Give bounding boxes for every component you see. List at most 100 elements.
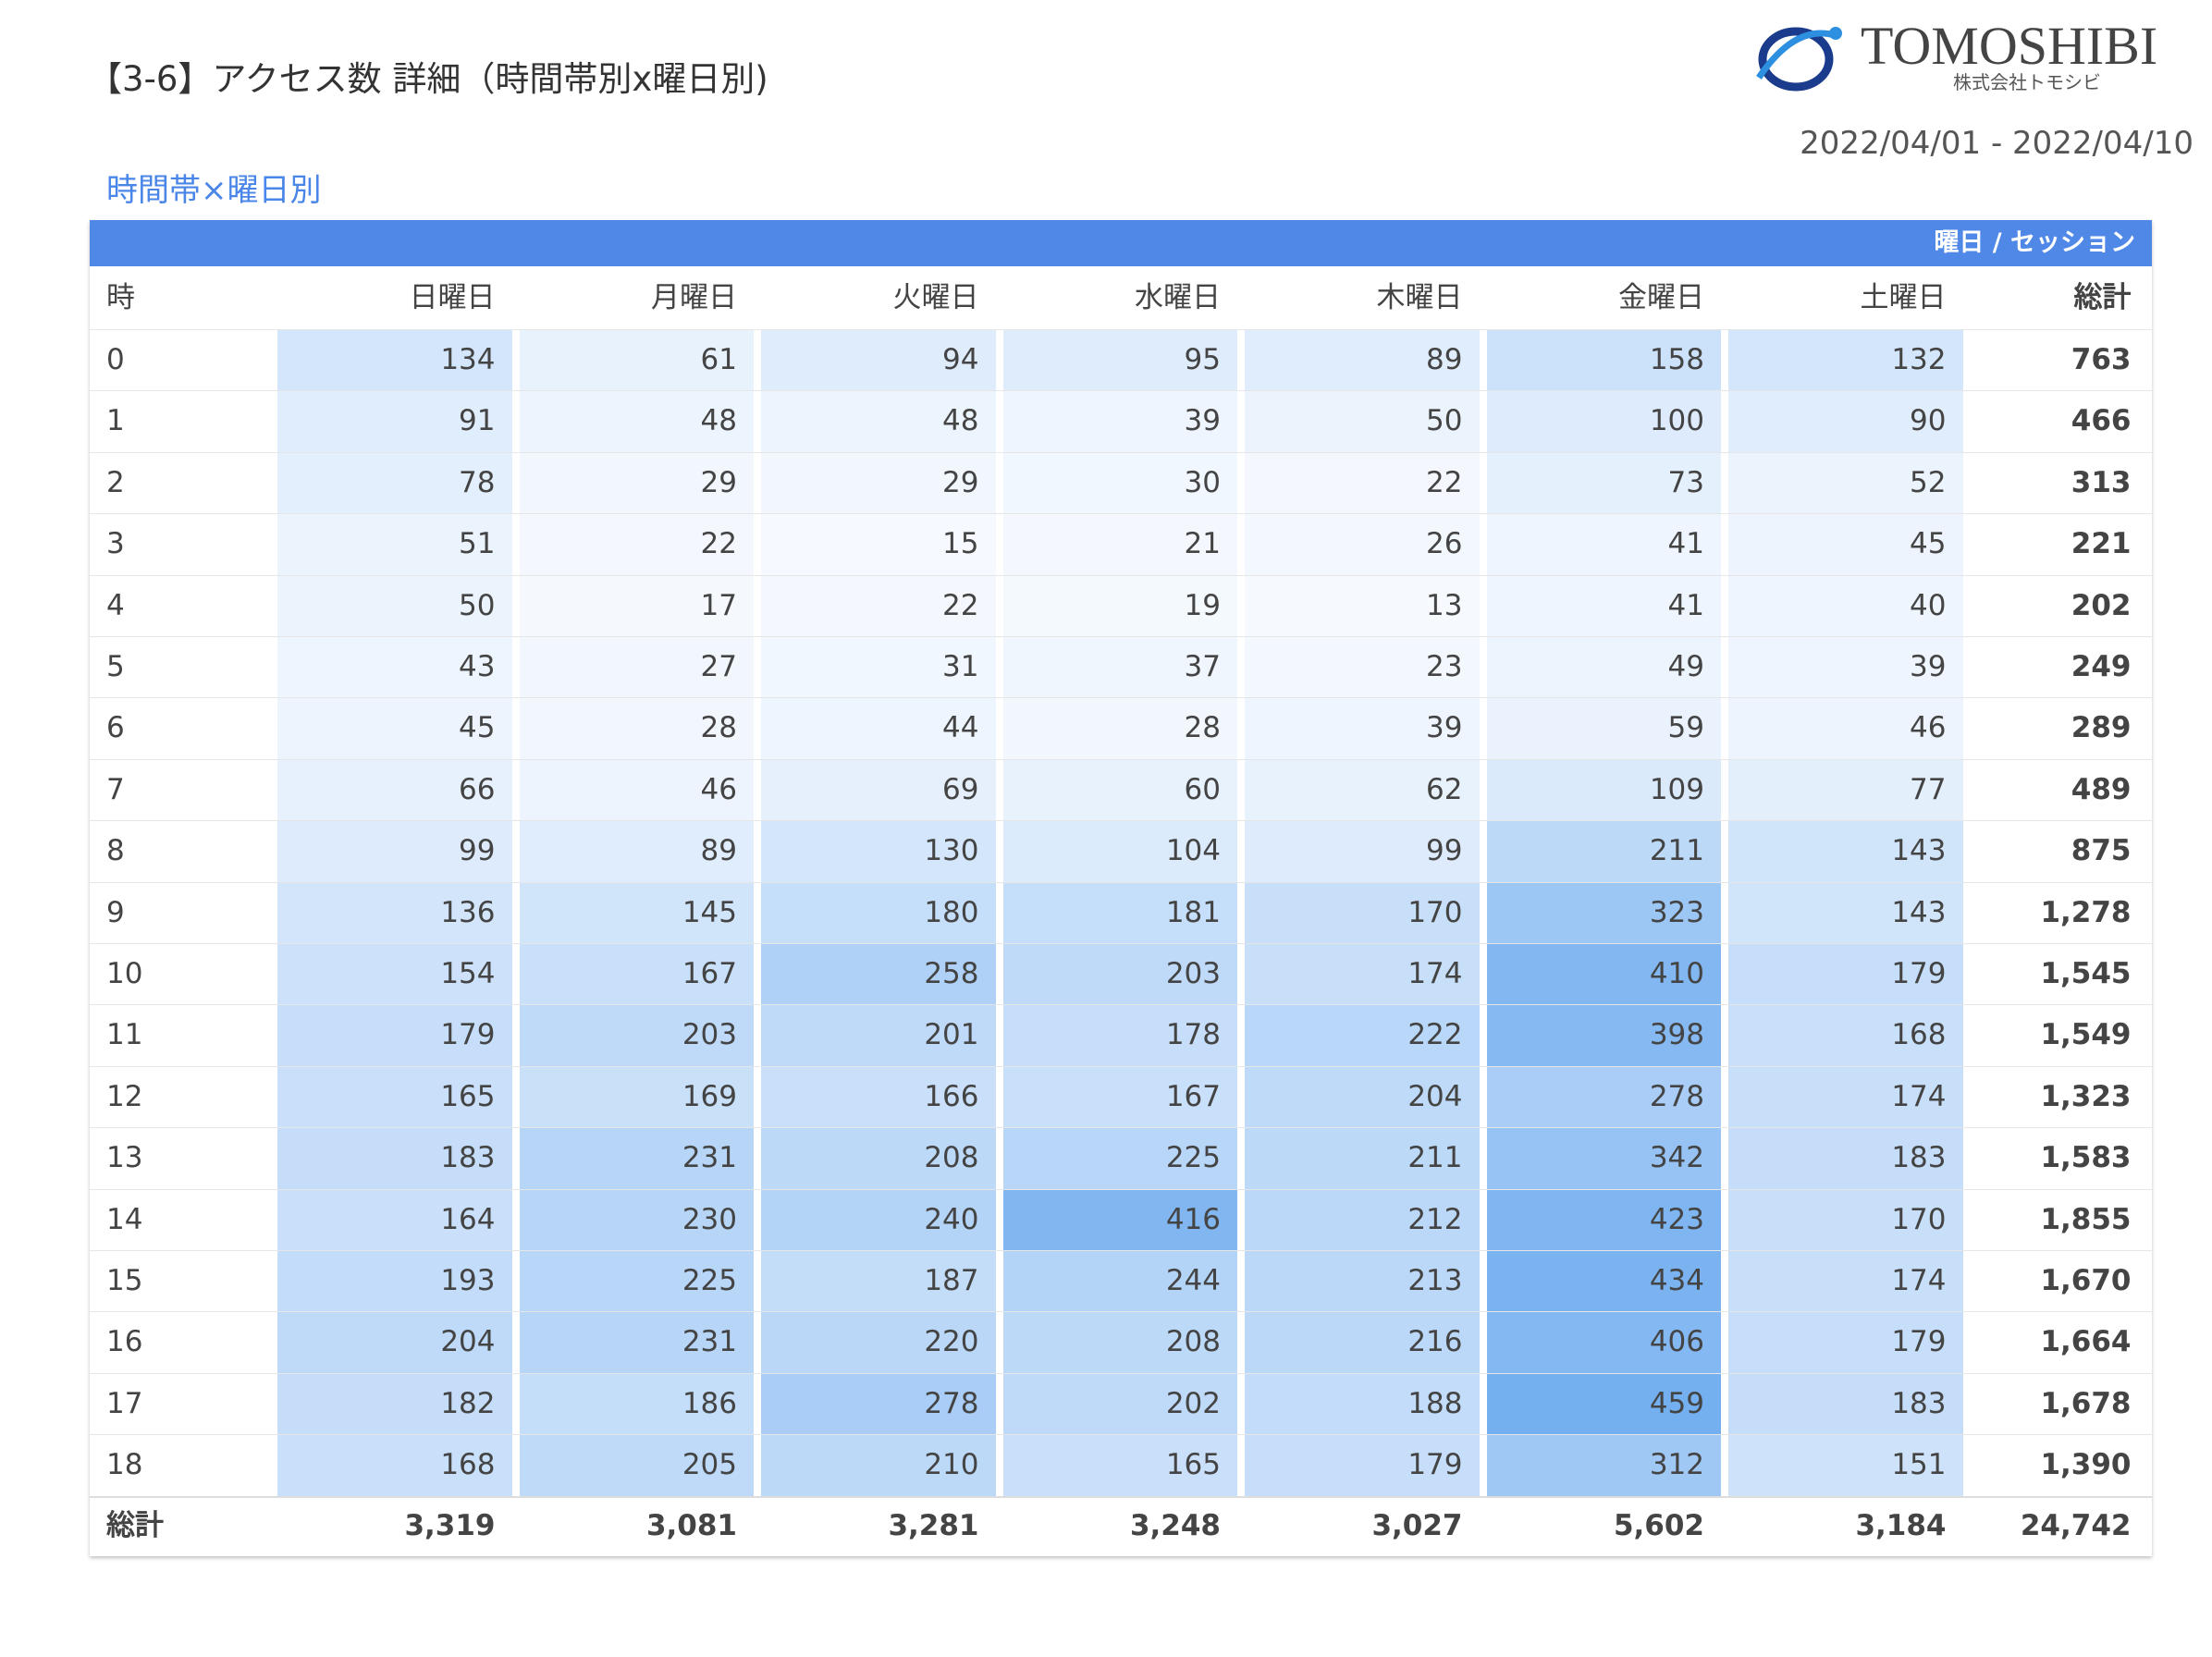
heat-cell: 201: [761, 1005, 996, 1066]
heat-cell: 60: [1002, 759, 1237, 821]
row-divider: [90, 1250, 2152, 1251]
hour-header: 時: [106, 281, 135, 314]
heat-cell: 46: [1728, 698, 1963, 759]
column-total: 3,281: [888, 1508, 979, 1542]
heat-cell: 90: [1728, 391, 1963, 452]
heat-cell: 73: [1486, 452, 1721, 514]
heat-cell: 230: [519, 1189, 754, 1250]
heat-cell: 154: [277, 944, 512, 1005]
hour-label: 13: [106, 1141, 143, 1175]
row-divider: [90, 574, 2152, 576]
heat-cell: 225: [1002, 1128, 1237, 1189]
row-total: 763: [2071, 343, 2132, 376]
heat-cell: 210: [761, 1435, 996, 1496]
heat-cell: 49: [1486, 637, 1721, 698]
hour-label: 7: [106, 772, 125, 806]
hour-label: 9: [106, 895, 125, 929]
logo-name: TOMOSHIBI: [1861, 16, 2157, 76]
column-total: 3,184: [1855, 1508, 1947, 1542]
heat-cell: 216: [1245, 1312, 1480, 1373]
row-total: 202: [2071, 588, 2132, 622]
heat-cell: 44: [761, 698, 996, 759]
heat-cell: 143: [1728, 821, 1963, 882]
heat-cell: 31: [761, 637, 996, 698]
heat-cell: 220: [761, 1312, 996, 1373]
heat-cell: 208: [1002, 1312, 1237, 1373]
row-divider: [90, 881, 2152, 883]
heat-cell: 208: [761, 1128, 996, 1189]
heat-cell: 130: [761, 821, 996, 882]
heat-cell: 30: [1002, 452, 1237, 514]
heat-cell: 244: [1002, 1251, 1237, 1312]
heat-cell: 145: [519, 882, 754, 943]
heat-cell: 416: [1002, 1189, 1237, 1250]
heat-cell: 143: [1728, 882, 1963, 943]
heat-cell: 183: [1728, 1373, 1963, 1435]
heat-cell: 167: [1002, 1066, 1237, 1128]
row-total: 1,278: [2040, 895, 2132, 929]
row-total: 1,583: [2040, 1141, 2132, 1175]
hour-label: 1: [106, 404, 125, 438]
row-divider: [90, 1311, 2152, 1313]
row-divider: [90, 943, 2152, 944]
heat-cell: 165: [277, 1066, 512, 1128]
heat-cell: 19: [1002, 575, 1237, 636]
heat-cell: 91: [277, 391, 512, 452]
heat-cell: 136: [277, 882, 512, 943]
row-total: 289: [2071, 711, 2132, 745]
heat-cell: 45: [1728, 514, 1963, 575]
heat-cell: 151: [1728, 1435, 1963, 1496]
heat-cell: 13: [1245, 575, 1480, 636]
row-total: 489: [2071, 772, 2132, 806]
heat-cell: 41: [1486, 575, 1721, 636]
hour-label: 4: [106, 588, 125, 622]
row-total: 221: [2071, 527, 2132, 561]
heat-cell: 166: [761, 1066, 996, 1128]
heat-cell: 204: [277, 1312, 512, 1373]
heat-cell: 41: [1486, 514, 1721, 575]
heat-cell: 231: [519, 1128, 754, 1189]
heat-cell: 240: [761, 1189, 996, 1250]
heat-cell: 179: [1728, 1312, 1963, 1373]
grand-total: 24,742: [2020, 1508, 2132, 1542]
heat-cell: 69: [761, 759, 996, 821]
heat-cell: 187: [761, 1251, 996, 1312]
heat-cell: 459: [1486, 1373, 1721, 1435]
heat-cell: 28: [519, 698, 754, 759]
row-divider: [90, 820, 2152, 822]
heat-cell: 39: [1002, 391, 1237, 452]
heat-cell: 410: [1486, 944, 1721, 1005]
heat-cell: 22: [519, 514, 754, 575]
heat-cell: 258: [761, 944, 996, 1005]
heat-cell: 17: [519, 575, 754, 636]
date-range: 2022/04/01 - 2022/04/10: [1800, 125, 2194, 162]
hour-label: 3: [106, 527, 125, 561]
heat-cell: 212: [1245, 1189, 1480, 1250]
row-total: 875: [2071, 834, 2132, 868]
column-header: 土曜日: [1860, 281, 1947, 314]
column-total: 3,081: [645, 1508, 737, 1542]
heat-cell: 29: [761, 452, 996, 514]
heat-cell: 312: [1486, 1435, 1721, 1496]
row-divider: [90, 329, 2152, 330]
heat-cell: 61: [519, 330, 754, 391]
totals-label: 総計: [106, 1508, 164, 1542]
hour-label: 11: [106, 1018, 143, 1052]
heat-cell: 193: [277, 1251, 512, 1312]
heat-cell: 225: [519, 1251, 754, 1312]
heat-cell: 182: [277, 1373, 512, 1435]
logo-mark: [1758, 27, 1834, 92]
totals-divider: [90, 1495, 2152, 1498]
heat-cell: 27: [519, 637, 754, 698]
heat-cell: 203: [519, 1005, 754, 1066]
row-total: 249: [2071, 650, 2132, 683]
heat-cell: 170: [1728, 1189, 1963, 1250]
hour-label: 8: [106, 834, 125, 868]
heat-cell: 45: [277, 698, 512, 759]
heat-cell: 100: [1486, 391, 1721, 452]
row-total: 1,678: [2040, 1386, 2132, 1420]
heat-cell: 204: [1245, 1066, 1480, 1128]
heat-cell: 28: [1002, 698, 1237, 759]
hour-label: 16: [106, 1325, 143, 1359]
row-divider: [90, 1065, 2152, 1067]
